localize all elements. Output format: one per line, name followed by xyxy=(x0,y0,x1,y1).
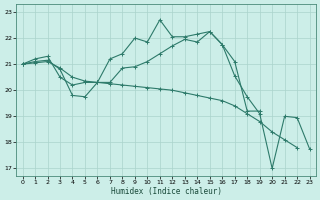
X-axis label: Humidex (Indice chaleur): Humidex (Indice chaleur) xyxy=(111,187,221,196)
